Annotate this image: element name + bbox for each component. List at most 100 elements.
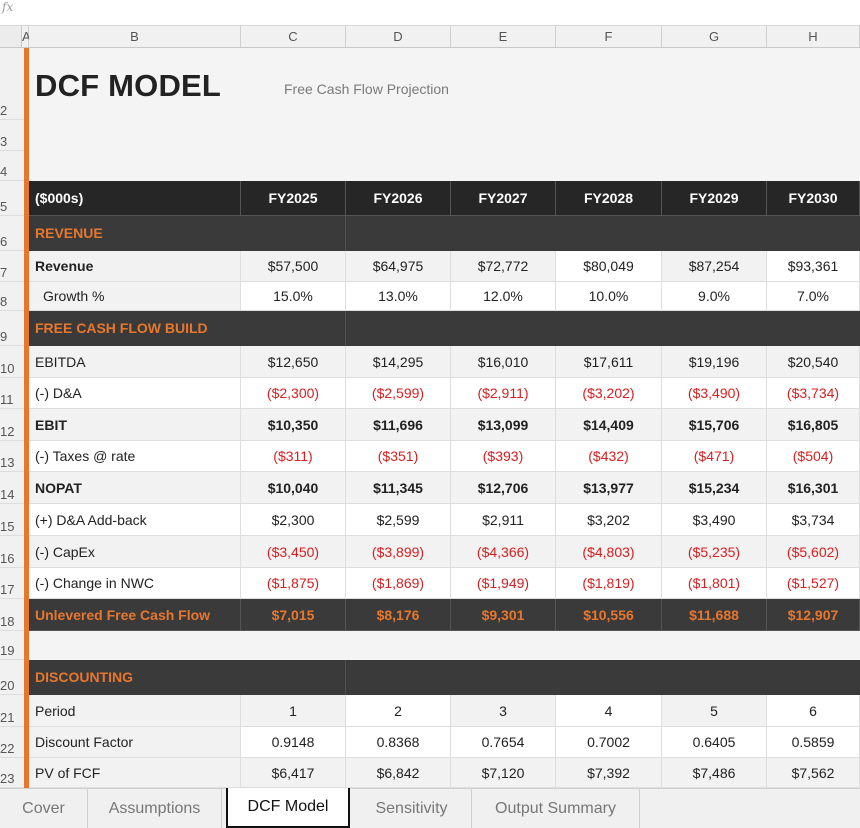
formula-bar[interactable]: fx (0, 0, 860, 26)
value-cell[interactable]: 0.8368 (346, 727, 451, 758)
value-cell[interactable]: ($2,300) (241, 378, 346, 409)
value-cell[interactable]: 0.6405 (662, 727, 767, 758)
value-cell[interactable]: $15,706 (662, 409, 767, 441)
value-cell[interactable]: $3,490 (662, 504, 767, 536)
value-cell[interactable]: $7,392 (556, 758, 662, 788)
value-cell[interactable]: $6,842 (346, 758, 451, 788)
value-cell[interactable]: ($1,819) (556, 568, 662, 599)
value-cell[interactable]: 10.0% (556, 282, 662, 311)
value-cell[interactable]: ($3,202) (556, 378, 662, 409)
value-cell[interactable]: $16,010 (451, 346, 556, 378)
value-cell[interactable]: ($4,366) (451, 536, 556, 568)
value-cell[interactable]: $11,696 (346, 409, 451, 441)
row-label[interactable]: EBITDA (29, 346, 241, 378)
row-header-18[interactable]: 18 (0, 599, 24, 631)
value-cell[interactable]: 0.7654 (451, 727, 556, 758)
value-cell[interactable]: $9,301 (451, 599, 556, 631)
value-cell[interactable]: ($5,602) (767, 536, 860, 568)
value-cell[interactable]: 7.0% (767, 282, 860, 311)
value-cell[interactable]: $12,706 (451, 472, 556, 504)
row-label[interactable]: EBIT (29, 409, 241, 441)
value-cell[interactable]: $14,409 (556, 409, 662, 441)
row-header-15[interactable]: 15 (0, 504, 24, 536)
row-header-22[interactable]: 22 (0, 727, 24, 758)
value-cell[interactable]: $3,202 (556, 504, 662, 536)
value-cell[interactable]: ($504) (767, 441, 860, 472)
value-cell[interactable]: ($351) (346, 441, 451, 472)
row-header-8[interactable]: 8 (0, 282, 24, 311)
row-header-20[interactable]: 20 (0, 660, 24, 695)
row-header-5[interactable]: 5 (0, 181, 24, 216)
tab-sensitivity[interactable]: Sensitivity (352, 789, 472, 828)
year-header[interactable]: FY2025 (241, 181, 346, 216)
value-cell[interactable]: ($1,949) (451, 568, 556, 599)
value-cell[interactable]: ($1,869) (346, 568, 451, 599)
section-title[interactable]: REVENUE (29, 216, 346, 251)
value-cell[interactable]: $7,015 (241, 599, 346, 631)
column-header-f[interactable]: F (556, 26, 662, 48)
row-header-4[interactable]: 4 (0, 151, 24, 181)
value-cell[interactable]: $12,907 (767, 599, 860, 631)
value-cell[interactable]: $7,486 (662, 758, 767, 788)
value-cell[interactable]: 9.0% (662, 282, 767, 311)
value-cell[interactable]: $8,176 (346, 599, 451, 631)
value-cell[interactable]: $15,234 (662, 472, 767, 504)
row-label[interactable]: (-) CapEx (29, 536, 241, 568)
value-cell[interactable]: ($2,911) (451, 378, 556, 409)
row-header-23[interactable]: 23 (0, 758, 24, 788)
row-header-13[interactable]: 13 (0, 441, 24, 472)
value-cell[interactable]: 13.0% (346, 282, 451, 311)
row-header-11[interactable]: 11 (0, 378, 24, 409)
section-title[interactable]: DISCOUNTING (29, 660, 346, 695)
row-header-6[interactable]: 6 (0, 216, 24, 251)
value-cell[interactable]: $2,300 (241, 504, 346, 536)
value-cell[interactable]: ($4,803) (556, 536, 662, 568)
value-cell[interactable]: $87,254 (662, 251, 767, 282)
value-cell[interactable]: $14,295 (346, 346, 451, 378)
row-label[interactable]: Discount Factor (29, 727, 241, 758)
row-header-3[interactable]: 3 (0, 120, 24, 151)
section-title[interactable]: FREE CASH FLOW BUILD (29, 311, 346, 346)
value-cell[interactable]: $64,975 (346, 251, 451, 282)
value-cell[interactable]: $3,734 (767, 504, 860, 536)
value-cell[interactable]: 4 (556, 695, 662, 727)
year-header[interactable]: FY2026 (346, 181, 451, 216)
column-header-c[interactable]: C (241, 26, 346, 48)
row-label[interactable]: Revenue (29, 251, 241, 282)
value-cell[interactable]: $11,345 (346, 472, 451, 504)
value-cell[interactable]: $16,301 (767, 472, 860, 504)
value-cell[interactable]: ($432) (556, 441, 662, 472)
value-cell[interactable]: $12,650 (241, 346, 346, 378)
column-header-d[interactable]: D (346, 26, 451, 48)
value-cell[interactable]: $16,805 (767, 409, 860, 441)
value-cell[interactable]: $2,911 (451, 504, 556, 536)
row-header-7[interactable]: 7 (0, 251, 24, 282)
row-label[interactable]: Growth % (29, 282, 241, 311)
value-cell[interactable]: $13,099 (451, 409, 556, 441)
value-cell[interactable]: $80,049 (556, 251, 662, 282)
row-label[interactable]: Period (29, 695, 241, 727)
row-header-14[interactable]: 14 (0, 472, 24, 504)
value-cell[interactable]: 5 (662, 695, 767, 727)
value-cell[interactable]: $7,562 (767, 758, 860, 788)
value-cell[interactable]: 6 (767, 695, 860, 727)
value-cell[interactable]: 0.5859 (767, 727, 860, 758)
value-cell[interactable]: 15.0% (241, 282, 346, 311)
value-cell[interactable]: ($1,801) (662, 568, 767, 599)
value-cell[interactable]: ($2,599) (346, 378, 451, 409)
row-header-17[interactable]: 17 (0, 568, 24, 599)
row-header-21[interactable]: 21 (0, 695, 24, 727)
row-header-19[interactable]: 19 (0, 631, 24, 660)
tab-assumptions[interactable]: Assumptions (88, 789, 222, 828)
column-header-g[interactable]: G (662, 26, 767, 48)
value-cell[interactable]: ($3,734) (767, 378, 860, 409)
row-label[interactable]: (-) Taxes @ rate (29, 441, 241, 472)
value-cell[interactable]: 1 (241, 695, 346, 727)
tab-output-summary[interactable]: Output Summary (472, 789, 640, 828)
row-label[interactable]: (-) D&A (29, 378, 241, 409)
year-header[interactable]: FY2030 (767, 181, 860, 216)
value-cell[interactable]: $10,556 (556, 599, 662, 631)
value-cell[interactable]: $57,500 (241, 251, 346, 282)
column-header-h[interactable]: H (767, 26, 860, 48)
row-header-16[interactable]: 16 (0, 536, 24, 568)
